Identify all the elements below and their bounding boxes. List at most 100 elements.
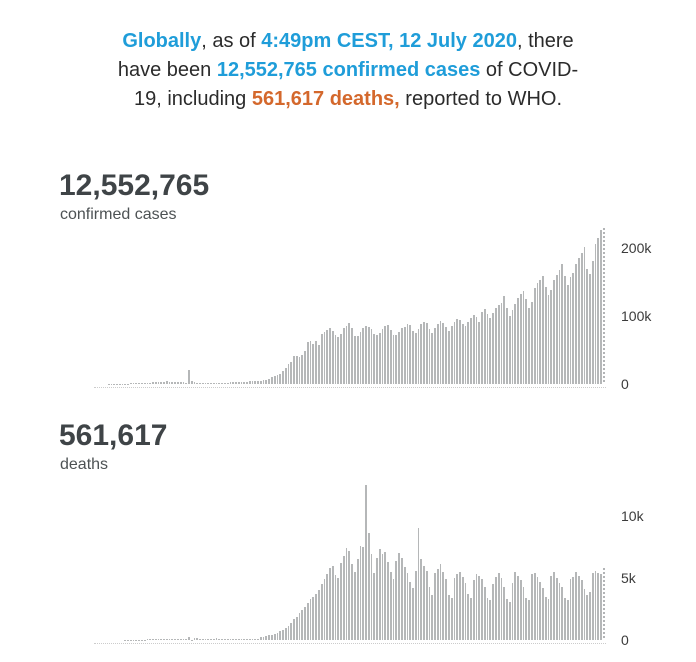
bar[interactable] — [589, 274, 591, 384]
bar[interactable] — [406, 573, 409, 640]
bar[interactable] — [580, 580, 583, 640]
bar[interactable] — [141, 382, 143, 384]
bar[interactable] — [235, 382, 237, 384]
bar[interactable] — [489, 600, 492, 640]
bar[interactable] — [497, 573, 500, 640]
bar[interactable] — [221, 383, 223, 384]
bar-latest-partial[interactable] — [602, 568, 605, 640]
bar[interactable] — [428, 586, 431, 640]
bar[interactable] — [522, 291, 525, 384]
bar[interactable] — [511, 310, 514, 384]
bar[interactable] — [553, 280, 555, 384]
bar[interactable] — [334, 575, 337, 640]
bar[interactable] — [564, 276, 566, 384]
bar[interactable] — [483, 308, 486, 384]
bar[interactable] — [519, 580, 522, 640]
bar[interactable] — [323, 579, 326, 640]
bar[interactable] — [359, 331, 362, 384]
bar[interactable] — [365, 325, 367, 384]
bar[interactable] — [210, 638, 212, 640]
bar[interactable] — [356, 559, 359, 640]
bar[interactable] — [450, 326, 453, 384]
bar[interactable] — [530, 574, 533, 640]
bar[interactable] — [400, 558, 403, 640]
bar[interactable] — [392, 579, 395, 640]
bar[interactable] — [171, 639, 174, 640]
bar[interactable] — [229, 382, 232, 384]
bar[interactable] — [171, 381, 174, 384]
bar[interactable] — [282, 370, 284, 384]
bar[interactable] — [237, 381, 240, 384]
bar[interactable] — [254, 381, 257, 384]
bar[interactable] — [353, 335, 356, 384]
bar[interactable] — [188, 370, 190, 384]
bar[interactable] — [340, 333, 342, 384]
bar[interactable] — [204, 382, 207, 384]
bar[interactable] — [320, 334, 323, 384]
confirmed-cases-bar-chart[interactable] — [94, 226, 605, 384]
bar[interactable] — [384, 326, 387, 384]
bar[interactable] — [304, 606, 306, 640]
bar[interactable] — [226, 382, 229, 384]
bar[interactable] — [575, 264, 577, 384]
bar[interactable] — [298, 612, 301, 640]
bar[interactable] — [597, 573, 600, 640]
bar[interactable] — [423, 565, 425, 640]
bar[interactable] — [395, 335, 398, 384]
bar[interactable] — [262, 380, 265, 384]
bar[interactable] — [138, 383, 141, 384]
bar[interactable] — [503, 296, 506, 384]
bar[interactable] — [185, 382, 188, 384]
bar[interactable] — [544, 287, 547, 384]
bar[interactable] — [470, 597, 472, 640]
bar[interactable] — [232, 639, 235, 640]
bar[interactable] — [271, 377, 273, 384]
bar[interactable] — [400, 328, 403, 384]
bar[interactable] — [381, 328, 384, 384]
bar[interactable] — [348, 322, 351, 384]
bar[interactable] — [542, 587, 544, 640]
bar[interactable] — [262, 636, 265, 640]
bar[interactable] — [149, 639, 152, 640]
bar[interactable] — [295, 616, 298, 640]
bar[interactable] — [467, 594, 470, 640]
bar[interactable] — [442, 322, 445, 384]
bar[interactable] — [456, 318, 459, 384]
bar[interactable] — [389, 571, 392, 640]
bar[interactable] — [279, 373, 282, 384]
bar[interactable] — [370, 328, 373, 384]
bar[interactable] — [431, 595, 434, 640]
bar[interactable] — [566, 600, 569, 640]
bar[interactable] — [486, 313, 489, 384]
bar[interactable] — [597, 237, 600, 384]
bar[interactable] — [412, 587, 414, 640]
bar[interactable] — [528, 308, 530, 384]
bar[interactable] — [450, 597, 453, 640]
bar[interactable] — [448, 331, 450, 384]
bar[interactable] — [284, 628, 287, 640]
bar[interactable] — [265, 379, 268, 384]
bar[interactable] — [293, 619, 295, 640]
bar[interactable] — [561, 586, 564, 640]
bar[interactable] — [517, 298, 519, 384]
bar[interactable] — [221, 639, 223, 640]
bar[interactable] — [215, 383, 218, 384]
bar[interactable] — [594, 244, 597, 384]
bar[interactable] — [315, 594, 318, 640]
bar[interactable] — [235, 639, 237, 640]
bar[interactable] — [600, 230, 602, 384]
bar[interactable] — [304, 350, 306, 384]
bar[interactable] — [326, 329, 329, 384]
bar[interactable] — [378, 333, 381, 384]
bar[interactable] — [506, 307, 508, 384]
bar[interactable] — [212, 383, 215, 384]
bar[interactable] — [392, 334, 395, 384]
bar[interactable] — [478, 321, 481, 384]
bar[interactable] — [337, 577, 340, 640]
bar[interactable] — [436, 323, 439, 384]
bar[interactable] — [398, 331, 400, 384]
bar[interactable] — [389, 329, 392, 384]
bar[interactable] — [301, 355, 304, 384]
bar[interactable] — [381, 554, 384, 640]
bar[interactable] — [572, 576, 575, 640]
